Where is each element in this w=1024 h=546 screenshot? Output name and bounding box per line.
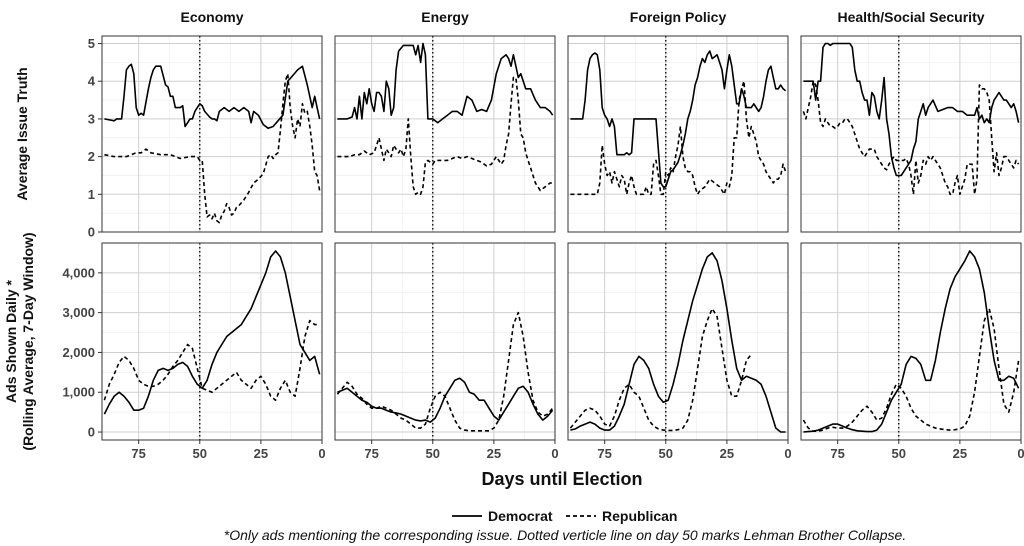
y-tick-label: 3	[88, 111, 95, 126]
panel-border	[101, 242, 323, 441]
panels-layer: Economy Energy Foreign Policy Health/Social…	[62, 9, 1024, 461]
panel-border	[800, 242, 1022, 441]
panel-border	[567, 242, 789, 441]
y-axis-title-ads: Ads Shown Daily *(Rolling Average, 7-Day…	[3, 232, 36, 450]
facet-title-health-social-security: Health/Social Security	[837, 9, 984, 25]
panel-border	[334, 35, 556, 233]
series-line-republican	[103, 319, 320, 401]
panel-truth-foreign-policy	[567, 35, 789, 233]
series-line-democrat	[803, 42, 1020, 177]
panel-border	[800, 35, 1022, 233]
x-tick-label: 0	[551, 446, 558, 461]
x-tick-label: 25	[254, 446, 268, 461]
series-line-republican	[570, 80, 787, 196]
panel-border	[567, 35, 789, 233]
panel-truth-health-social-security	[800, 35, 1022, 233]
x-tick-label: 25	[953, 446, 967, 461]
y-tick-label: 2,000	[62, 345, 95, 360]
panel-truth-energy	[334, 35, 556, 233]
x-tick-label: 0	[1017, 446, 1024, 461]
x-tick-label: 75	[830, 446, 844, 461]
series-line-republican	[569, 307, 752, 432]
x-tick-label: 25	[720, 446, 734, 461]
panel-truth-economy: 0 1 2 3 4 5	[88, 35, 323, 240]
x-tick-label: 50	[426, 446, 440, 461]
x-tick-label: 50	[193, 446, 207, 461]
x-tick-label: 0	[318, 446, 325, 461]
facet-title-energy: Energy	[421, 9, 469, 25]
panel-ads-economy: 75 50 25 0 0 1,000 2,000 3,000 4,000	[62, 242, 326, 461]
y-tick-label: 0	[88, 225, 95, 240]
y-tick-label: 3,000	[62, 305, 95, 320]
series-line-republican	[104, 72, 321, 224]
y-tick-label: 2	[88, 149, 95, 164]
panel-border	[101, 35, 323, 233]
series-line-republican	[802, 307, 1020, 432]
x-axis-title: Days until Election	[481, 469, 642, 489]
panel-ads-foreign-policy: 75 50 25 0	[567, 242, 792, 461]
chart-caption: *Only ads mentioning the corresponding i…	[224, 527, 906, 543]
panel-ads-health-social-security: 75 50 25 0	[800, 242, 1024, 461]
series-line-democrat	[104, 63, 321, 130]
series-line-democrat	[803, 250, 1020, 433]
y-tick-label: 0	[88, 425, 95, 440]
y-axis-titles: Average Issue Truth Ads Shown Daily *(Rol…	[3, 67, 36, 450]
series-line-republican	[336, 311, 554, 432]
series-line-republican	[802, 80, 1020, 196]
x-tick-label: 0	[784, 446, 791, 461]
panel-background	[102, 36, 322, 232]
x-tick-label: 50	[892, 446, 906, 461]
x-tick-label: 75	[131, 446, 145, 461]
series-line-democrat	[103, 250, 321, 415]
x-tick-label: 75	[364, 446, 378, 461]
y-axis-title-ads-line: Ads Shown Daily *	[3, 279, 19, 402]
series-line-democrat	[337, 42, 554, 124]
x-tick-label: 50	[659, 446, 673, 461]
facet-title-economy: Economy	[180, 9, 243, 25]
y-tick-label: 4,000	[62, 265, 95, 280]
panel-border	[334, 242, 556, 441]
series-line-democrat	[570, 252, 786, 433]
y-tick-label: 1	[88, 187, 95, 202]
y-axis-title-truth: Average Issue Truth	[14, 67, 30, 200]
series-line-democrat	[570, 50, 787, 188]
y-axis-title-ads-line: (Rolling Average, 7-Day Window)	[20, 232, 36, 450]
x-tick-label: 25	[487, 446, 501, 461]
legend-democrat-label: Democrat	[488, 508, 553, 524]
legend-republican-label: Republican	[602, 508, 677, 524]
facet-title-foreign-policy: Foreign Policy	[630, 9, 727, 25]
y-tick-label: 4	[88, 74, 96, 89]
legend: Democrat Republican	[452, 508, 677, 524]
y-tick-label: 1,000	[62, 385, 95, 400]
panel-ads-energy: 75 50 25 0	[334, 242, 559, 461]
panel-background	[335, 36, 555, 232]
panel-background	[568, 36, 788, 232]
y-tick-label: 5	[88, 36, 95, 51]
x-tick-label: 75	[597, 446, 611, 461]
panel-background	[801, 36, 1021, 232]
